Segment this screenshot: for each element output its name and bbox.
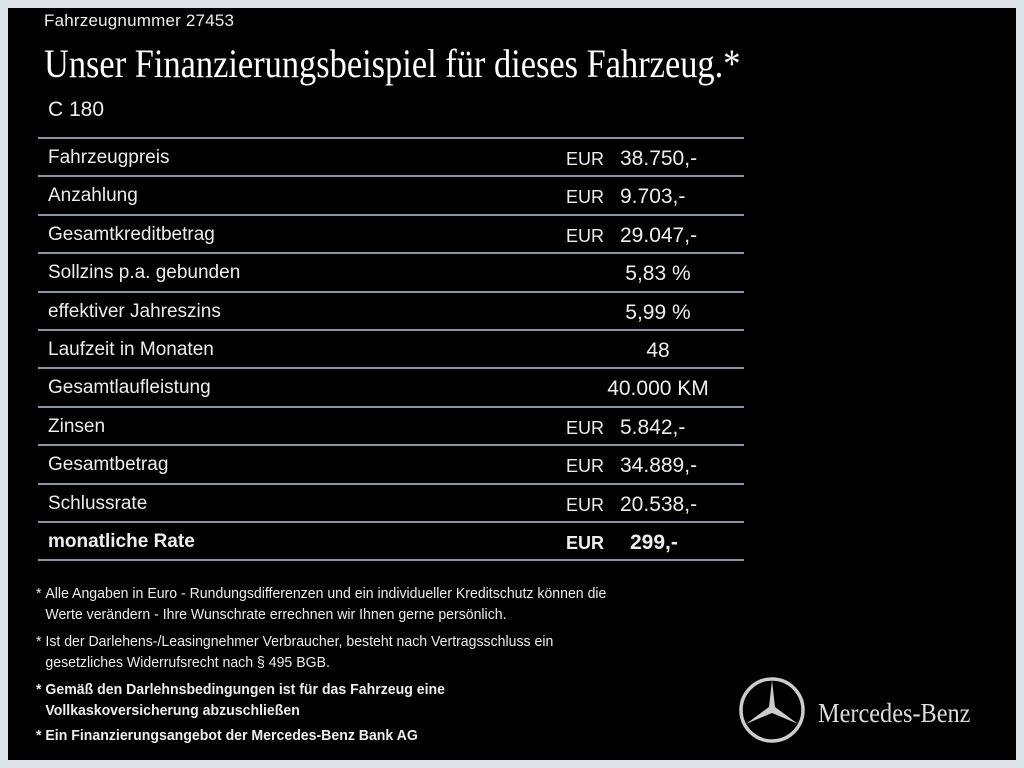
row-label: monatliche Rate (48, 530, 195, 552)
footnote: * Gemäß den Darlehnsbedingungen ist für d… (36, 679, 606, 721)
model-name: C 180 (48, 98, 105, 121)
row-value: 40.000 KM (607, 377, 709, 401)
row-label: Laufzeit in Monaten (48, 338, 214, 360)
footnote-marker: * (36, 585, 42, 602)
row-value: 29.047,- (620, 223, 698, 247)
footnote-marker: * (36, 633, 42, 650)
row-label: Fahrzeugpreis (48, 147, 170, 168)
mercedes-star-icon (739, 677, 805, 743)
row-value: 5,83 % (625, 262, 691, 286)
row-label: Zinsen (48, 415, 106, 437)
footnote-marker: * (36, 727, 42, 744)
footnote: * Ist der Darlehens-/Leasingnehmer Verbra… (36, 631, 606, 673)
financing-panel: Fahrzeugnummer 27453 Unser Finanzierungs… (8, 8, 1016, 760)
table-row: monatliche Rate EUR 299,- (38, 523, 744, 562)
footnote-line: Vollkaskoversicherung abzuschließen (45, 702, 300, 719)
row-label: Sollzins p.a. gebunden (48, 262, 241, 284)
row-label: Anzahlung (48, 185, 138, 207)
row-currency: EUR (566, 494, 605, 515)
row-value: 38.750,- (620, 147, 698, 170)
row-value: 20.538,- (620, 492, 698, 516)
table-row: Schlussrate EUR 20.538,- (38, 485, 744, 523)
row-label: effektiver Jahreszins (48, 300, 221, 322)
footnote-line: Gemäß den Darlehnsbedingungen ist für da… (45, 681, 445, 698)
row-value: 34.889,- (620, 454, 698, 478)
footnote-line: Ist der Darlehens-/Leasingnehmer Verbrau… (45, 633, 554, 650)
row-value: 9.703,- (620, 185, 686, 209)
table-row: Gesamtkreditbetrag EUR 29.047,- (38, 216, 744, 255)
table-row: Laufzeit in Monaten 48 (38, 331, 744, 370)
financing-table: Fahrzeugpreis EUR 38.750,- Anzahlung EUR 9.70… (38, 137, 744, 562)
row-label: Gesamtkreditbetrag (48, 223, 215, 245)
row-currency: EUR (566, 417, 605, 438)
row-label: Gesamtbetrag (48, 454, 169, 476)
vehicle-number: Fahrzeugnummer 27453 (44, 11, 235, 30)
row-label: Schlussrate (48, 492, 148, 514)
row-currency: EUR (566, 456, 605, 477)
brand-name: Mercedes-Benz (818, 698, 971, 728)
footnote-line: gesetzliches Widerrufsrecht nach § 495 B… (45, 654, 330, 671)
row-currency: EUR (566, 149, 605, 169)
table-row: Gesamtbetrag EUR 34.889,- (38, 446, 744, 485)
table-row: Zinsen EUR 5.842,- (38, 408, 744, 447)
table-row: effektiver Jahreszins 5,99 % (38, 293, 744, 331)
footnote-line: Werte verändern - Ihre Wunschrate errech… (45, 606, 507, 623)
table-row: Gesamtlaufleistung 40.000 KM (38, 369, 744, 408)
row-label: Gesamtlaufleistung (48, 377, 211, 399)
row-value: 5.842,- (620, 415, 686, 439)
row-value: 48 (646, 338, 670, 362)
footnote-line: Alle Angaben in Euro - Rundungsdifferenz… (45, 585, 607, 602)
footnote-marker: * (36, 681, 42, 698)
row-value: 299,- (630, 530, 678, 554)
table-row: Anzahlung EUR 9.703,- (38, 177, 744, 216)
page-title: Unser Finanzierungsbeispiel für dieses F… (44, 41, 741, 86)
row-currency: EUR (566, 187, 605, 208)
table-row: Fahrzeugpreis EUR 38.750,- (38, 139, 744, 178)
footnotes: * Alle Angaben in Euro - Rundungsdifferen… (36, 583, 606, 750)
table-row: Sollzins p.a. gebunden 5,83 % (38, 254, 744, 293)
footnote-line: Ein Finanzierungsangebot der Mercedes-Be… (45, 727, 418, 744)
row-value: 5,99 % (625, 300, 691, 324)
footnote: * Ein Finanzierungsangebot der Mercedes-B… (36, 725, 606, 746)
row-currency: EUR (566, 532, 605, 553)
footnote: * Alle Angaben in Euro - Rundungsdifferen… (36, 583, 606, 625)
row-currency: EUR (566, 225, 605, 246)
